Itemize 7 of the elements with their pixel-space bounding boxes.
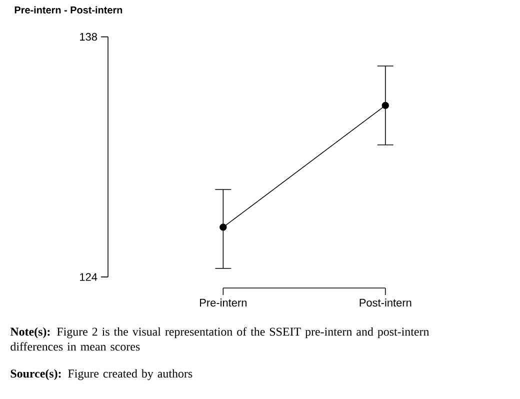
- x-tick-label: Pre-intern: [200, 298, 247, 307]
- text: Note(s): Figure 2 is the visual representation of the SSEIT pre-intern and post-intern differences in mean scores: [10, 327, 430, 351]
- text: Source(s): Figure created by authors: [10, 369, 192, 380]
- y-tick-label: 124: [80, 273, 98, 281]
- x-tick-label: Post-intern: [360, 298, 412, 307]
- chart-title: Pre-intern - Post-intern: [14, 6, 122, 14]
- y-tick-label: 138: [80, 32, 97, 41]
